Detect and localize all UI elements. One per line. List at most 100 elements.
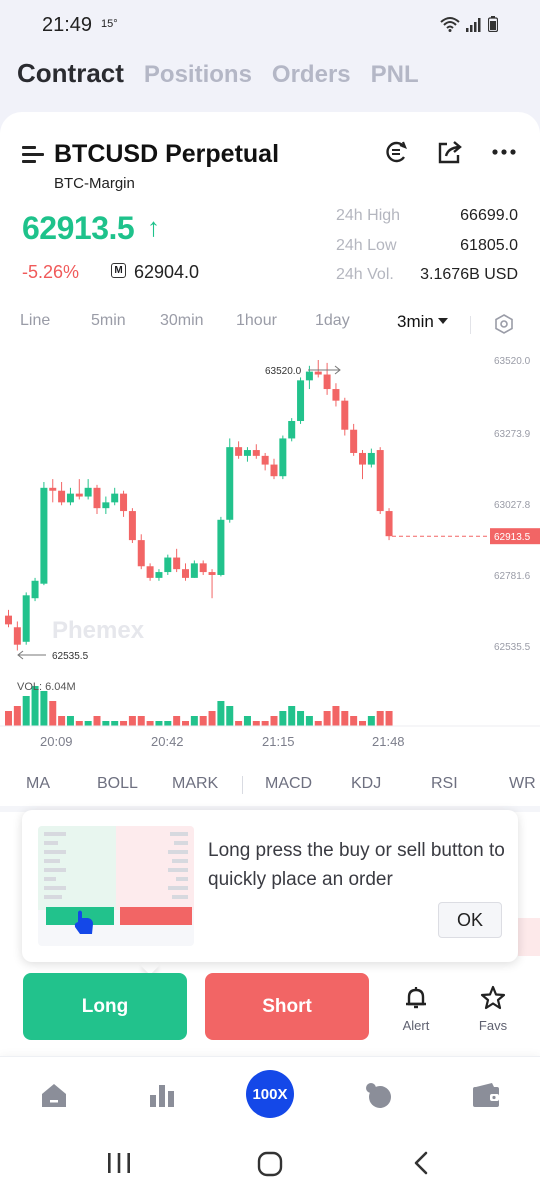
status-temperature: 15° <box>101 18 118 30</box>
volume-bar <box>359 721 366 726</box>
ok-button[interactable]: OK <box>438 902 502 938</box>
candlestick-chart[interactable]: Phemex 63520.0 63273.9 63027.8 62781.6 6… <box>0 340 540 760</box>
candle-body <box>341 400 349 430</box>
volume-bar <box>137 716 145 726</box>
volume-bar <box>128 716 136 726</box>
candle-body <box>13 627 21 645</box>
candle-body <box>208 572 216 575</box>
interval-1hour[interactable]: 1hour <box>236 312 277 329</box>
volume-bar <box>155 721 163 726</box>
volume-bar <box>164 721 172 726</box>
tooltip-text: Long press the buy or sell button to qui… <box>208 840 505 890</box>
volume-bar <box>297 711 305 726</box>
volume-bar <box>252 721 260 726</box>
short-button[interactable]: Short <box>205 973 369 1040</box>
indicator-mark[interactable]: MARK <box>172 775 219 792</box>
volume-bar <box>270 716 278 726</box>
interval-30min[interactable]: 30min <box>160 312 204 329</box>
candle-body <box>279 438 287 477</box>
stat-volume: 24h Vol. 3.1676B USD <box>336 266 518 296</box>
battery-icon <box>488 16 498 32</box>
candle-body <box>155 572 163 578</box>
candle <box>279 435 287 480</box>
volume-bar <box>146 721 154 726</box>
alert-button[interactable]: Alert <box>388 985 444 1033</box>
indicator-boll[interactable]: BOLL <box>97 775 138 792</box>
stat-high: 24h High 66699.0 <box>336 207 518 237</box>
volume-bar <box>111 721 119 726</box>
candle <box>155 569 163 581</box>
alert-label: Alert <box>402 1018 430 1033</box>
volume-bar <box>235 721 243 726</box>
arrow-left-icon <box>17 650 24 660</box>
indicator-macd[interactable]: MACD <box>265 775 313 792</box>
y-tick-label: 62781.6 <box>494 571 531 582</box>
candle <box>385 508 393 541</box>
candle <box>252 444 260 459</box>
volume-bar <box>376 711 384 726</box>
candle-body <box>58 490 66 503</box>
earn-icon[interactable] <box>355 1073 403 1117</box>
symbol-title[interactable]: BTCUSD Perpetual <box>54 140 280 168</box>
hexagon-settings-icon[interactable] <box>494 314 514 339</box>
candle <box>173 548 181 573</box>
leverage-100x-button[interactable]: 100X <box>246 1070 294 1118</box>
long-button[interactable]: Long <box>23 973 187 1040</box>
x-tick-label: 20:42 <box>151 734 184 749</box>
candle <box>305 365 313 390</box>
volume-bar <box>22 696 30 726</box>
volume-bar <box>332 706 340 726</box>
tab-contract[interactable]: Contract <box>17 58 124 88</box>
home-icon[interactable] <box>30 1073 78 1117</box>
change-percent: -5.26% <box>22 262 80 282</box>
indicator-ma[interactable]: MA <box>26 775 50 792</box>
candle-body <box>350 429 358 453</box>
indicator-wr[interactable]: WR <box>509 775 536 792</box>
volume-bar <box>305 716 313 726</box>
volume-bar <box>75 721 83 726</box>
candle-body <box>137 540 145 567</box>
candle-body <box>270 464 278 477</box>
candle <box>93 484 101 514</box>
low-marker-label: 62535.5 <box>52 651 89 662</box>
recents-icon[interactable] <box>107 1150 131 1181</box>
candle-body <box>128 511 136 541</box>
stats-24h: 24h High 66699.0 24h Low 61805.0 24h Vol… <box>336 207 518 296</box>
candle <box>270 458 278 480</box>
tab-orders[interactable]: Orders <box>271 61 351 88</box>
volume-bar <box>385 711 393 726</box>
home-circle-icon[interactable] <box>256 1150 284 1183</box>
volume-bar <box>182 721 189 726</box>
volume-bar <box>341 711 349 726</box>
symbol-row[interactable]: BTCUSD Perpetual <box>22 140 279 169</box>
candle-body <box>182 569 189 578</box>
price-up-arrow-icon: ↑ <box>147 212 160 242</box>
volume-bar <box>323 711 331 726</box>
share-icon[interactable] <box>436 138 464 166</box>
phemex-watermark: Phemex <box>52 617 145 644</box>
volume-label: VOL: 6.04M <box>17 681 76 693</box>
interval-line[interactable]: Line <box>20 312 51 329</box>
candle-body <box>226 447 234 520</box>
stat-value: 3.1676B USD <box>420 266 518 283</box>
candle <box>323 362 331 395</box>
more-icon[interactable] <box>490 138 518 166</box>
wallet-icon[interactable] <box>462 1073 510 1117</box>
candle <box>102 496 110 514</box>
tab-positions[interactable]: Positions <box>143 61 252 88</box>
markets-icon[interactable] <box>138 1073 186 1117</box>
quick-order-tooltip: Long press the buy or sell button to qui… <box>22 810 518 962</box>
symbol-menu-icon[interactable] <box>22 145 44 164</box>
favs-button[interactable]: Favs <box>465 985 521 1033</box>
refresh-icon[interactable] <box>382 138 410 166</box>
bell-icon <box>406 987 426 1009</box>
indicator-kdj[interactable]: KDJ <box>351 775 382 792</box>
interval-5min[interactable]: 5min <box>91 312 126 329</box>
back-icon[interactable] <box>410 1150 432 1181</box>
price-chart[interactable]: Phemex 63520.0 63273.9 63027.8 62781.6 6… <box>0 340 540 760</box>
tab-pnl[interactable]: PNL <box>370 61 419 88</box>
volume-bar <box>49 701 57 726</box>
indicator-rsi[interactable]: RSI <box>431 775 458 792</box>
interval-selected-dropdown[interactable]: 3min <box>397 312 448 332</box>
interval-1day[interactable]: 1day <box>315 312 350 329</box>
